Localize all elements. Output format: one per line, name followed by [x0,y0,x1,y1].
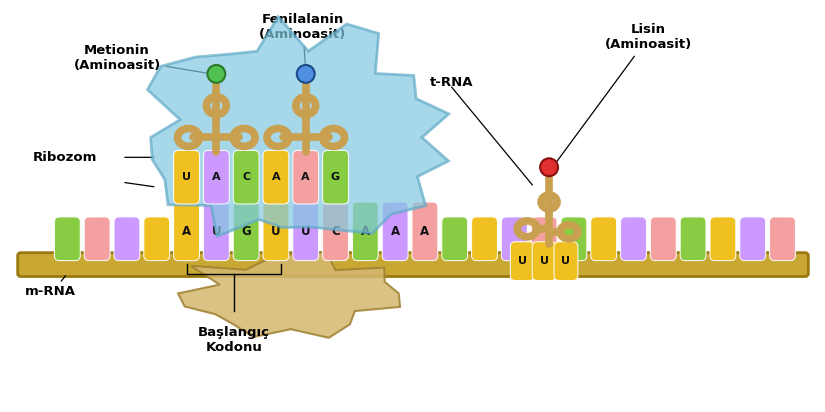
Text: m-RNA: m-RNA [25,285,76,298]
Text: A: A [271,172,280,182]
FancyBboxPatch shape [233,150,259,204]
FancyBboxPatch shape [554,242,578,281]
Circle shape [540,158,558,176]
FancyBboxPatch shape [680,217,706,261]
Text: U: U [562,256,570,266]
FancyBboxPatch shape [591,217,616,261]
Text: A: A [301,172,310,182]
FancyBboxPatch shape [412,202,438,261]
FancyBboxPatch shape [323,202,348,261]
FancyBboxPatch shape [620,217,647,261]
FancyBboxPatch shape [382,202,408,261]
Text: A: A [421,225,430,238]
FancyBboxPatch shape [710,217,736,261]
Text: Başlangıç
Kodonu: Başlangıç Kodonu [198,326,271,354]
FancyBboxPatch shape [502,217,527,261]
FancyBboxPatch shape [263,150,289,204]
FancyBboxPatch shape [650,217,676,261]
Text: Ribozom: Ribozom [32,151,97,164]
Text: C: C [242,172,250,182]
FancyBboxPatch shape [531,217,557,261]
Text: Fenilalanin
(Aminoasit): Fenilalanin (Aminoasit) [259,13,346,69]
Polygon shape [148,16,449,236]
FancyBboxPatch shape [173,202,200,261]
Text: A: A [212,172,220,182]
FancyBboxPatch shape [561,217,587,261]
Text: U: U [301,225,310,238]
FancyBboxPatch shape [293,150,318,204]
Text: G: G [241,225,251,238]
Text: t-RNA: t-RNA [430,76,474,89]
FancyBboxPatch shape [233,202,259,261]
FancyBboxPatch shape [204,202,229,261]
Circle shape [207,65,225,83]
FancyBboxPatch shape [532,242,556,281]
FancyBboxPatch shape [352,202,378,261]
FancyBboxPatch shape [17,253,808,276]
Text: Metionin
(Aminoasit): Metionin (Aminoasit) [73,44,209,73]
FancyBboxPatch shape [770,217,795,261]
Text: G: G [331,172,340,182]
Text: U: U [540,256,549,266]
FancyBboxPatch shape [114,217,140,261]
FancyBboxPatch shape [442,217,468,261]
FancyBboxPatch shape [84,217,110,261]
Text: A: A [361,225,370,238]
Text: U: U [518,256,526,266]
FancyBboxPatch shape [263,202,289,261]
Text: A: A [182,225,191,238]
FancyBboxPatch shape [740,217,766,261]
Circle shape [297,65,314,83]
Text: U: U [271,225,280,238]
Polygon shape [178,252,400,338]
Text: A: A [390,225,399,238]
Text: U: U [211,225,221,238]
FancyBboxPatch shape [144,217,170,261]
FancyBboxPatch shape [323,150,348,204]
FancyBboxPatch shape [54,217,80,261]
FancyBboxPatch shape [173,150,200,204]
FancyBboxPatch shape [511,242,534,281]
Text: U: U [182,172,191,182]
FancyBboxPatch shape [472,217,497,261]
Text: C: C [331,225,340,238]
Text: Lisin
(Aminoasit): Lisin (Aminoasit) [556,23,692,163]
FancyBboxPatch shape [293,202,318,261]
FancyBboxPatch shape [204,150,229,204]
